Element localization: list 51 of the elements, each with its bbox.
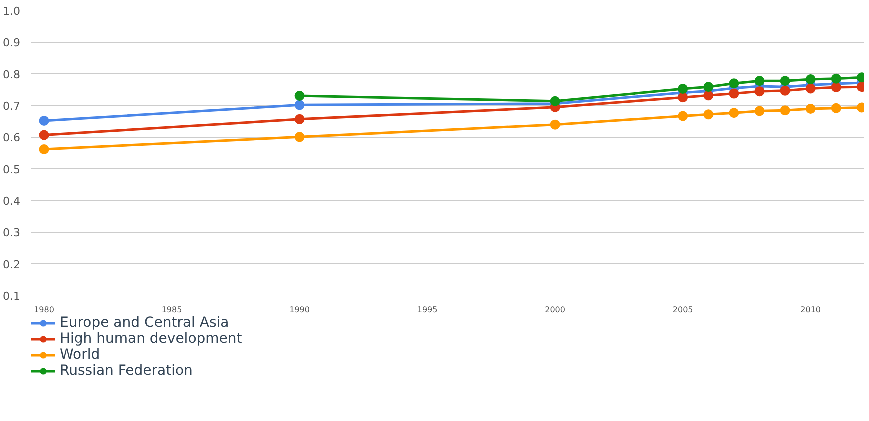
legend-label: Europe and Central Asia bbox=[60, 315, 230, 331]
point bbox=[39, 144, 50, 155]
point bbox=[831, 82, 842, 92]
point bbox=[806, 84, 816, 94]
point bbox=[678, 111, 688, 122]
legend-label: World bbox=[60, 347, 100, 363]
point bbox=[704, 90, 714, 101]
point bbox=[550, 96, 560, 106]
y-tick-label: 0.9 bbox=[3, 36, 21, 50]
point bbox=[729, 88, 740, 99]
legend-label: Russian Federation bbox=[60, 363, 193, 379]
point bbox=[39, 116, 50, 126]
y-tick-label: 0.3 bbox=[3, 226, 21, 240]
point bbox=[806, 104, 816, 114]
x-tick-label: 1985 bbox=[162, 306, 182, 314]
x-tick-label: 2000 bbox=[545, 306, 566, 314]
point bbox=[294, 91, 305, 101]
y-tick-label: 0.5 bbox=[3, 163, 21, 176]
point bbox=[729, 108, 740, 118]
x-tick-label: 2005 bbox=[672, 306, 694, 314]
point bbox=[704, 82, 714, 92]
x-tick-label: 1980 bbox=[34, 306, 54, 314]
point bbox=[780, 76, 790, 86]
point bbox=[780, 106, 790, 116]
legend-label: High human development bbox=[60, 331, 242, 347]
y-tick-label: 0.8 bbox=[3, 68, 21, 82]
point bbox=[294, 100, 305, 110]
point bbox=[678, 92, 688, 103]
point bbox=[294, 132, 305, 142]
point bbox=[678, 84, 688, 94]
point bbox=[294, 114, 305, 124]
point bbox=[39, 130, 50, 140]
y-tick-label: 0.6 bbox=[3, 132, 21, 145]
point bbox=[550, 120, 560, 130]
point bbox=[754, 86, 765, 97]
y-tick-label: 0.1 bbox=[3, 290, 21, 303]
y-tick-label: 0.4 bbox=[3, 195, 21, 208]
point bbox=[831, 74, 842, 84]
point bbox=[831, 103, 842, 114]
y-tick-label: 0.2 bbox=[3, 258, 21, 272]
point bbox=[780, 86, 790, 96]
y-tick-label: 0.7 bbox=[3, 100, 21, 113]
y-tick-label: 1.0 bbox=[3, 5, 21, 18]
point bbox=[754, 106, 765, 116]
x-tick-label: 1995 bbox=[417, 306, 438, 314]
point bbox=[729, 78, 740, 89]
x-tick-label: 2010 bbox=[800, 306, 822, 314]
point bbox=[754, 76, 765, 86]
x-tick-label: 1990 bbox=[290, 306, 310, 314]
point bbox=[704, 110, 714, 120]
point bbox=[806, 74, 816, 85]
